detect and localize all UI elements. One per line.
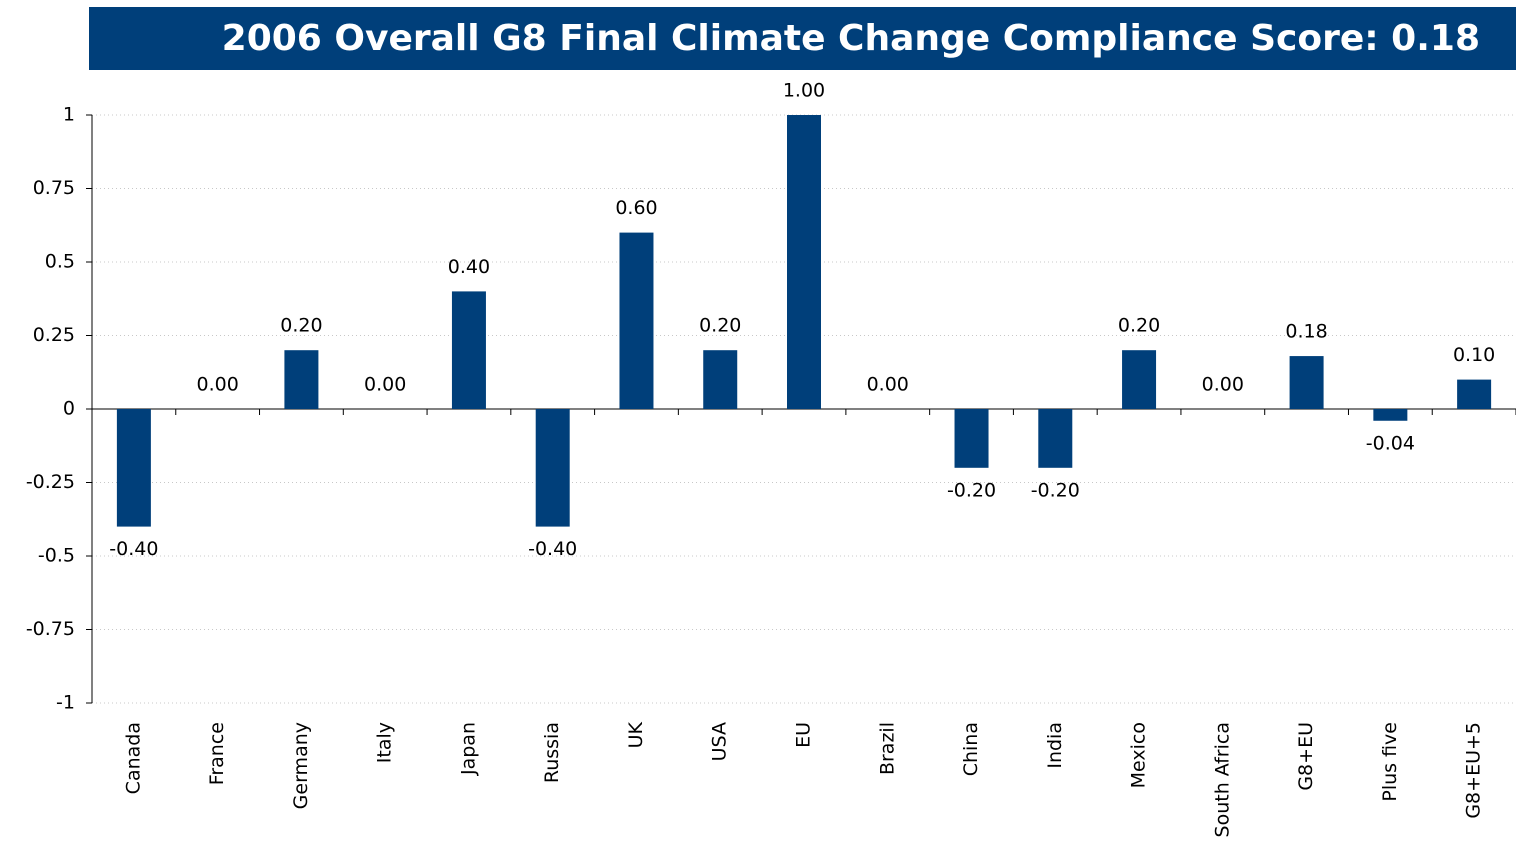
bar [1373,409,1408,421]
value-label: 0.00 [364,374,406,396]
x-tick-label: Germany [290,722,312,809]
x-tick-label: India [1044,722,1066,769]
y-tick-label: -0.25 [26,471,75,493]
x-tick-label: EU [793,722,815,748]
bar [1289,356,1324,409]
x-tick-label: G8+EU [1295,722,1317,791]
value-label: 0.00 [196,374,238,396]
x-tick-label: China [960,722,982,776]
x-tick-label: Japan [457,722,479,776]
value-label: 1.00 [783,80,825,102]
x-tick-label: Canada [122,722,144,794]
x-tick-label: USA [709,722,731,761]
value-label: 0.20 [699,315,741,337]
x-tick-label: Plus five [1379,722,1401,802]
x-tick-label: France [206,722,228,785]
x-tick-label: G8+EU+5 [1463,722,1485,819]
y-tick-label: -0.75 [26,618,75,640]
bar [703,350,738,409]
bar [284,350,319,409]
value-label: 0.40 [448,256,490,278]
y-tick-label: -0.5 [38,545,75,567]
bar [1122,350,1157,409]
y-tick-label: 0.5 [45,251,75,273]
bar [954,409,989,468]
title-banner [89,7,1516,70]
value-label: 0.60 [615,197,657,219]
x-tick-label: Brazil [876,722,898,775]
value-label: 0.18 [1285,321,1327,343]
chart-title: 2006 Overall G8 Final Climate Change Com… [222,18,1480,59]
x-tick-label: Russia [541,722,563,783]
value-label: 0.00 [1202,374,1244,396]
bar [1457,379,1492,409]
value-label: -0.04 [1366,432,1415,454]
x-tick-label: South Africa [1211,722,1233,837]
bar [619,232,654,409]
y-tick-label: -1 [56,692,75,714]
value-label: 0.20 [1118,315,1160,337]
y-tick-label: 0 [63,398,75,420]
bar [787,115,821,409]
x-tick-label: Mexico [1128,722,1150,788]
value-label: -0.40 [528,538,577,560]
bar [1038,409,1073,468]
value-label: -0.40 [109,538,158,560]
x-tick-label: UK [625,721,647,748]
value-label: 0.10 [1453,344,1495,366]
bar [535,409,570,527]
value-label: 0.20 [280,315,322,337]
y-tick-label: 0.25 [33,324,75,346]
y-tick-label: 0.75 [33,177,75,199]
value-label: -0.20 [947,479,996,501]
value-label: 0.00 [867,374,909,396]
x-tick-label: Italy [374,722,396,763]
y-tick-label: 1 [63,104,75,126]
bar [116,409,151,527]
bar [451,291,486,409]
value-label: -0.20 [1031,479,1080,501]
